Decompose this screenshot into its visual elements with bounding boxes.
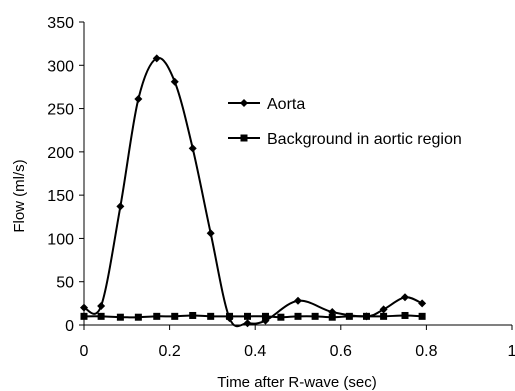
data-point xyxy=(80,303,88,312)
data-point xyxy=(226,312,234,320)
x-tick-label: 0.4 xyxy=(244,343,266,360)
data-point xyxy=(134,95,143,104)
data-point xyxy=(80,312,88,320)
legend-entry-1: Background in aortic region xyxy=(228,131,462,148)
data-point xyxy=(418,312,426,320)
y-tick-label: 300 xyxy=(47,58,74,75)
data-point xyxy=(380,312,388,320)
y-tick-label: 250 xyxy=(47,102,74,119)
data-point xyxy=(328,313,336,321)
y-tick-label: 0 xyxy=(65,318,74,335)
legend-marker xyxy=(240,99,248,107)
y-tick-label: 100 xyxy=(47,231,74,248)
series-0 xyxy=(80,54,427,328)
x-tick-label: 0.8 xyxy=(415,343,437,360)
data-point xyxy=(401,293,409,302)
data-point xyxy=(243,319,252,328)
data-point xyxy=(379,305,388,314)
data-point xyxy=(116,313,124,321)
x-tick-label: 0 xyxy=(80,343,89,360)
data-point xyxy=(97,301,106,310)
legend-marker xyxy=(240,134,248,142)
data-point xyxy=(261,312,269,320)
data-point xyxy=(134,313,142,321)
y-tick-label: 350 xyxy=(47,15,74,32)
legend: Aorta Background in aortic region xyxy=(228,96,462,148)
data-point xyxy=(294,296,302,305)
data-point xyxy=(207,312,215,320)
series-1 xyxy=(80,311,426,321)
y-axis-title: Flow (ml/s) xyxy=(11,159,28,232)
data-point xyxy=(116,202,125,211)
data-point xyxy=(170,77,179,86)
ticks: 0 0.2 0.4 0.6 0.8 1 0 50 100 150 200 250 300 350 xyxy=(47,15,515,360)
data-point xyxy=(418,299,427,308)
data-point xyxy=(171,312,179,320)
data-point xyxy=(345,312,353,320)
data-point xyxy=(206,229,215,238)
x-tick-label: 0.6 xyxy=(330,343,352,360)
data-point xyxy=(277,313,285,321)
legend-label: Aorta xyxy=(267,96,305,113)
data-point xyxy=(152,54,161,63)
data-point xyxy=(311,312,319,320)
data-point xyxy=(188,144,197,153)
y-tick-label: 50 xyxy=(56,275,74,292)
y-tick-label: 150 xyxy=(47,188,74,205)
x-tick-label: 0.2 xyxy=(158,343,180,360)
axes xyxy=(83,22,512,326)
x-tick-label: 1 xyxy=(508,343,515,360)
data-point xyxy=(294,312,302,320)
data-point xyxy=(153,312,161,320)
data-point xyxy=(243,312,251,320)
data-point xyxy=(189,311,197,319)
y-tick-label: 200 xyxy=(47,145,74,162)
data-point xyxy=(401,311,409,319)
legend-label: Background in aortic region xyxy=(267,131,462,148)
series-line xyxy=(83,56,423,328)
legend-entry-0: Aorta xyxy=(228,96,305,113)
x-axis-title: Time after R-wave (sec) xyxy=(217,374,376,391)
series-line xyxy=(83,314,423,319)
data-point xyxy=(362,312,370,320)
data-point xyxy=(97,312,105,320)
series-layer xyxy=(80,54,427,328)
